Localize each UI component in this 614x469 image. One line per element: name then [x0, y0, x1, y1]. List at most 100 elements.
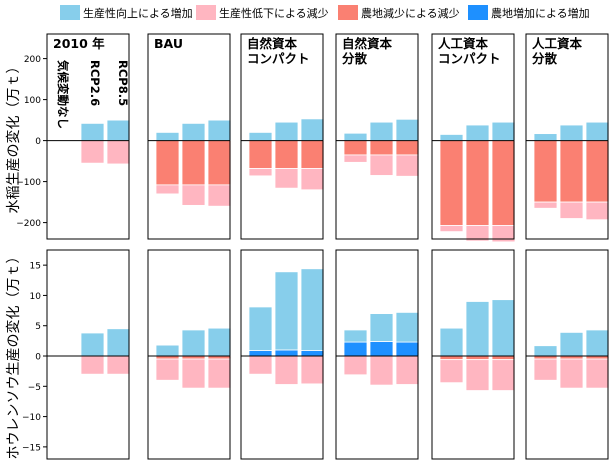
- panel-title-2-1: コンパクト: [247, 51, 310, 66]
- panel-title-5-0: 人工資本: [532, 36, 583, 51]
- bar-1-5-2-increase: [585, 329, 610, 357]
- y-tick-label-0-0: −200: [16, 219, 41, 229]
- bar-1-4-0-decrease: [439, 359, 464, 384]
- bar-1-0-1-decrease: [80, 355, 105, 375]
- panel-title-2-0: 自然資本: [247, 36, 298, 51]
- bar-1-3-0-increase: [343, 329, 368, 343]
- bar-1-2-0-decrease: [248, 355, 273, 375]
- bar-1-5-0-increase: [533, 345, 558, 357]
- bar-1-5-1-decrease: [559, 358, 584, 389]
- bar-0-3-0-land-loss: [343, 140, 368, 156]
- bar-1-2-0-land-gain: [248, 350, 273, 357]
- bar-0-0-1-increase: [80, 122, 105, 141]
- panel-frame-1-0: [46, 249, 130, 460]
- bar-0-0-1-decrease: [80, 140, 105, 164]
- y-tick-label-1-6: 15: [30, 262, 41, 272]
- panel-frame-0-1: [147, 33, 231, 240]
- bar-1-4-1-decrease: [465, 359, 490, 391]
- bar-1-2-2-land-gain: [300, 350, 325, 357]
- bar-1-2-0-increase: [248, 306, 273, 351]
- panel-title-5-1: 分散: [532, 51, 558, 66]
- bar-0-3-1-increase: [369, 121, 394, 142]
- bar-0-1-0-decrease: [155, 184, 180, 195]
- bar-0-1-2-land-loss: [207, 140, 232, 186]
- bar-0-4-2-decrease: [491, 225, 516, 243]
- bar-0-1-0-land-loss: [155, 140, 180, 186]
- panel-title-4-1: コンパクト: [438, 51, 501, 66]
- bar-1-4-1-land-loss: [465, 355, 490, 361]
- y-tick-label-1-2: −5: [28, 383, 41, 393]
- y-tick-label-1-0: −15: [22, 443, 41, 453]
- bar-0-0-2-decrease: [106, 140, 131, 165]
- y-tick-label-0-1: −100: [16, 178, 41, 188]
- panel-title-1-0: BAU: [154, 36, 183, 51]
- bar-0-1-1-land-loss: [181, 140, 206, 186]
- bar-1-4-1-increase: [465, 301, 490, 357]
- panel-title-0-0: 2010 年: [53, 36, 105, 51]
- y-tick-label-1-5: 10: [30, 292, 42, 302]
- bar-1-5-0-decrease: [533, 358, 558, 381]
- bar-0-5-0-land-loss: [533, 140, 558, 203]
- bar-0-2-0-increase: [248, 131, 273, 141]
- bar-0-2-2-land-loss: [300, 140, 325, 169]
- bar-1-4-0-land-loss: [439, 355, 464, 361]
- bar-1-3-1-decrease: [369, 355, 394, 386]
- bar-0-2-0-land-loss: [248, 140, 273, 169]
- panel-frame-1-3: [335, 249, 419, 460]
- bar-0-4-2-land-loss: [491, 140, 516, 226]
- bar-0-5-2-land-loss: [585, 140, 610, 203]
- bar-1-1-0-decrease: [155, 358, 180, 381]
- bar-1-5-1-increase: [559, 331, 584, 357]
- bar-1-2-1-increase: [274, 271, 299, 351]
- legend-label-land-loss: 農地減少による減少: [361, 6, 460, 20]
- panel-frame-1-5: [525, 249, 609, 460]
- bar-1-0-2-decrease: [106, 355, 131, 375]
- bar-0-2-2-increase: [300, 118, 325, 142]
- bar-0-2-1-increase: [274, 121, 299, 142]
- bar-1-0-2-increase: [106, 328, 131, 357]
- bar-1-1-1-decrease: [181, 358, 206, 389]
- legend: 生産性向上による増加 生産性低下による減少 農地減少による減少 農地増加による増…: [0, 2, 614, 22]
- bar-0-5-0-decrease: [533, 201, 558, 209]
- bar-1-1-2-decrease: [207, 358, 232, 389]
- bar-0-3-1-decrease: [369, 154, 394, 176]
- bar-1-3-2-increase: [395, 311, 420, 343]
- legend-item-land-gain: 農地増加による増加: [468, 5, 590, 20]
- bar-1-3-2-land-gain: [395, 341, 420, 357]
- panel-frame-1-4: [431, 249, 515, 460]
- bar-0-2-2-decrease: [300, 168, 325, 191]
- legend-label-land-gain: 農地増加による増加: [491, 6, 590, 20]
- bar-0-5-1-decrease: [559, 201, 584, 219]
- bar-1-3-2-decrease: [395, 355, 420, 385]
- bar-1-4-2-decrease: [491, 359, 516, 391]
- y-axis-label-1: ホウレンソウ生産の変化（万ｔ）: [5, 250, 22, 460]
- bar-1-2-2-decrease: [300, 355, 325, 385]
- bar-0-1-1-decrease: [181, 184, 206, 206]
- bar-1-2-1-decrease: [274, 355, 299, 385]
- panel-frame-0-4: [431, 33, 515, 240]
- bar-0-4-1-decrease: [465, 225, 490, 242]
- y-tick-label-0-4: 200: [24, 55, 41, 65]
- y-axis-label-0: 水稲生産の変化（万ｔ）: [5, 60, 22, 214]
- bar-0-4-0-decrease: [439, 225, 464, 233]
- bar-1-2-1-land-gain: [274, 349, 299, 357]
- bar-0-2-1-decrease: [274, 168, 299, 189]
- bar-1-3-1-increase: [369, 313, 394, 342]
- legend-item-productivity-decrease: 生産性低下による減少: [196, 5, 329, 20]
- scenario-label-1: RCP2.6: [88, 60, 102, 106]
- bar-1-2-2-increase: [300, 268, 325, 351]
- bar-0-5-2-decrease: [585, 201, 610, 221]
- y-tick-label-0-3: 100: [24, 96, 41, 106]
- bar-0-4-1-increase: [465, 124, 490, 141]
- bar-0-3-0-increase: [343, 132, 368, 142]
- bar-0-0-2-increase: [106, 119, 131, 141]
- bar-1-1-1-increase: [181, 329, 206, 357]
- bar-0-5-1-land-loss: [559, 140, 584, 203]
- bar-0-4-2-increase: [491, 121, 516, 142]
- bar-0-1-0-increase: [155, 131, 180, 141]
- legend-item-land-loss: 農地減少による減少: [338, 5, 460, 20]
- bar-0-5-1-increase: [559, 124, 584, 141]
- y-tick-label-0-2: 0: [35, 137, 41, 147]
- bar-0-5-2-increase: [585, 121, 610, 142]
